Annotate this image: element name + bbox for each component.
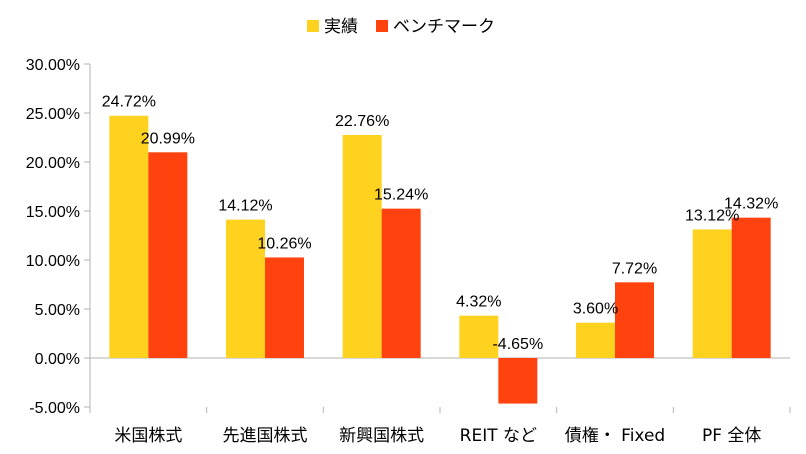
data-label: 14.12% [218,198,272,215]
data-label: 13.12% [685,207,739,224]
data-label: 7.72% [612,260,657,277]
y-tick-label: 10.00% [26,253,80,270]
y-tick-label: -5.00% [29,400,80,417]
y-axis: 30.00% 25.00% 20.00% 15.00% 10.00% 5.00% 0.00%… [26,57,91,417]
legend-label-1: 実績 [324,17,358,37]
bar-benchmark [148,152,188,358]
bar-benchmark [265,257,304,358]
bar-benchmark [498,358,538,404]
x-axis: 米国株式 先進国株式 新興国株式 REIT など 債権・ Fixed PF 全体 [89,357,791,446]
x-tick-label: 新興国株式 [339,426,424,446]
y-tick-label: 0.00% [35,351,80,368]
data-label: 14.32% [724,196,778,213]
x-tick-label: 先進国株式 [223,426,308,446]
data-label: -4.65% [492,336,543,353]
y-tick-label: 5.00% [35,302,80,319]
data-label: 20.99% [141,130,195,147]
x-tick-label: REIT など [460,426,537,446]
legend-swatch-1 [307,20,319,32]
bar-actual [226,219,265,358]
bar-benchmark [381,208,421,358]
y-tick-label: 25.00% [26,106,80,123]
bar-benchmark [731,217,771,358]
bar-benchmark [615,282,654,358]
data-label: 15.24% [374,187,428,204]
data-labels: 24.72% 20.99% 14.12% 10.26% 22.76% 15.24% 4.32… [102,94,779,353]
bar-actual [576,322,615,358]
y-tick-label: 15.00% [26,204,80,221]
data-label: 10.26% [257,235,311,252]
bar-actual [342,134,382,358]
y-tick-label: 20.00% [26,155,80,172]
bars [109,115,771,404]
data-label: 4.32% [456,294,501,311]
x-tick-label: 債権・ Fixed [565,426,665,446]
x-tick-label: 米国株式 [114,426,182,446]
bar-actual [692,229,732,358]
legend: 実績 ベンチマーク [307,17,495,37]
legend-label-2: ベンチマーク [393,17,495,37]
data-label: 24.72% [102,94,156,111]
legend-swatch-2 [376,20,388,32]
data-label: 3.60% [573,301,618,318]
x-tick-label: PF 全体 [702,426,761,446]
y-tick-label: 30.00% [26,57,80,74]
bar-actual [109,115,149,358]
bar-actual [459,315,499,358]
data-label: 22.76% [335,113,389,130]
